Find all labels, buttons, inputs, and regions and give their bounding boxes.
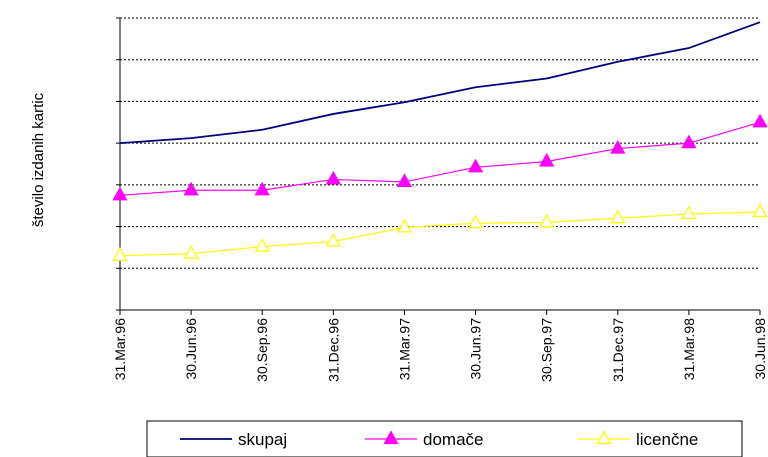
data-point <box>681 134 697 149</box>
x-tick-label: 31.Dec.97 <box>610 318 626 382</box>
data-point <box>610 139 626 154</box>
data-point <box>325 232 341 247</box>
x-tick-label: 30.Jun.96 <box>183 318 199 380</box>
data-point <box>681 205 697 220</box>
data-point <box>396 173 413 188</box>
data-point <box>254 238 270 252</box>
legend-marker <box>596 430 612 445</box>
series-line-2 <box>119 211 761 257</box>
series-line-0 <box>119 21 761 145</box>
axes <box>116 17 761 315</box>
series-line-1 <box>119 121 761 196</box>
data-point <box>539 213 555 228</box>
series-markers <box>112 113 768 261</box>
data-point <box>112 247 128 261</box>
data-point <box>467 158 484 173</box>
data-point <box>112 186 128 201</box>
legend-label: licenčne <box>636 430 698 449</box>
data-point <box>325 170 341 185</box>
data-point <box>539 152 555 167</box>
data-point <box>752 203 768 218</box>
legend-marker <box>383 430 399 445</box>
legend-box <box>146 420 743 457</box>
gridlines <box>120 17 760 269</box>
x-tick-label: 31.Mar.97 <box>396 318 412 380</box>
data-point <box>183 245 199 259</box>
x-tick-label: 30.Jun.97 <box>468 318 484 380</box>
data-point <box>467 214 484 229</box>
legend-label: skupaj <box>238 430 287 449</box>
legend: skupaj domače licenčne <box>146 420 743 457</box>
data-point <box>254 181 270 196</box>
data-point <box>610 209 626 224</box>
data-point <box>183 181 199 196</box>
y-axis-title: število izdanih kartic <box>30 92 47 227</box>
series-lines <box>119 21 761 257</box>
x-tick-label: 31.Dec.96 <box>325 318 341 382</box>
x-tick-labels: 31.Mar.96 30.Jun.96 30.Sep.96 31.Dec.96 31.M… <box>112 318 768 382</box>
data-point <box>752 113 768 128</box>
x-tick-label: 30.Sep.96 <box>254 318 270 382</box>
legend-label: domače <box>423 430 483 449</box>
x-tick-label: 30.Sep.97 <box>539 318 555 382</box>
data-point <box>396 218 413 233</box>
x-tick-label: 31.Mar.98 <box>681 318 697 380</box>
x-tick-label: 30.Jun.98 <box>752 318 768 380</box>
x-tick-label: 31.Mar.96 <box>112 318 128 380</box>
